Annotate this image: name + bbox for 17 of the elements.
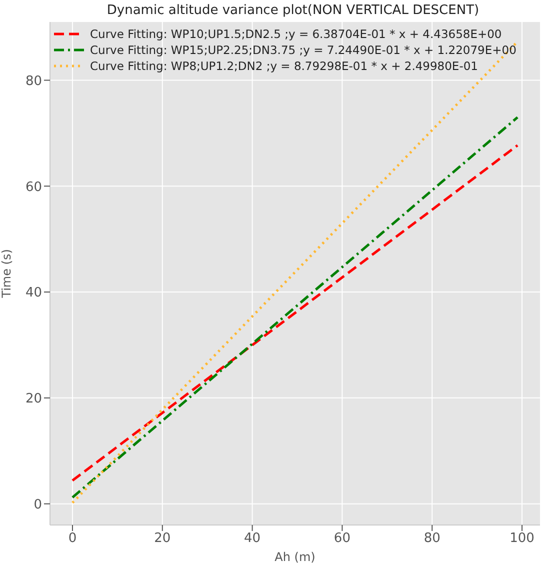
x-tick-label: 80 — [424, 531, 440, 546]
x-tick-label: 60 — [334, 531, 350, 546]
y-tick-label: 60 — [25, 180, 42, 195]
legend-label: Curve Fitting: WP8;UP1.2;DN2 ;y = 8.79298E-01 * x + 2.49980E-01 — [90, 58, 478, 74]
y-tick-label: 80 — [25, 74, 42, 89]
legend-label: Curve Fitting: WP15;UP2.25;DN3.75 ;y = 7.24490E-01 * x + 1.22079E+00 — [90, 42, 516, 58]
y-tick-label: 40 — [25, 286, 42, 301]
x-tick-label: 0 — [68, 531, 77, 546]
y-axis-title: Time (s) — [0, 249, 14, 299]
x-axis-title: Ah (m) — [274, 550, 316, 563]
y-tick-label: 0 — [34, 497, 42, 512]
chart-title: Dynamic altitude variance plot(NON VERTICAL DESCENT) — [106, 2, 480, 20]
y-tick-label: 20 — [25, 392, 42, 407]
x-tick-label: 40 — [244, 531, 261, 546]
x-tick-label: 100 — [510, 531, 534, 546]
legend-label: Curve Fitting: WP10;UP1.5;DN2.5 ;y = 6.38704E-01 * x + 4.43658E+00 — [90, 26, 502, 42]
x-tick-label: 20 — [154, 531, 171, 546]
